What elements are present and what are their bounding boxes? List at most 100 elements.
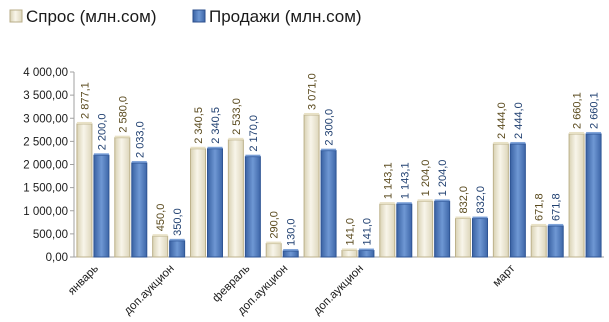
y-tick-label: 2 500,00: [23, 136, 68, 148]
bar-demand-top: [114, 135, 130, 138]
bar-demand-top: [417, 199, 433, 202]
bar-demand-top: [304, 112, 320, 115]
bar-demand: [417, 200, 434, 258]
value-label-demand: 2 580,0: [117, 96, 129, 133]
value-label-demand: 671,8: [534, 193, 546, 221]
value-label-sales: 2 033,0: [134, 121, 146, 158]
value-label-sales: 141,0: [361, 218, 373, 246]
value-label-sales: 1 143,1: [399, 162, 411, 199]
bar-sales-top: [93, 153, 109, 156]
bar-sales-top: [207, 146, 223, 149]
bar-demand: [341, 249, 358, 258]
bar-demand-top: [531, 223, 547, 226]
bar-sales-top: [169, 238, 185, 241]
bar-sales-top: [131, 160, 147, 163]
bar-sales: [244, 156, 261, 258]
bar-sales-top: [245, 154, 261, 157]
bar-demand-top: [190, 146, 206, 149]
bar-demand-top: [493, 141, 509, 144]
value-label-demand: 2 340,5: [193, 107, 205, 144]
bar-sales: [396, 203, 413, 258]
value-label-demand: 2 444,0: [496, 102, 508, 139]
bar-demand: [114, 137, 131, 258]
bar-demand: [303, 114, 320, 258]
y-tick-label: 0,00: [46, 252, 68, 264]
value-label-sales: 130,0: [286, 218, 298, 246]
y-tick-label: 2 000,00: [23, 160, 68, 172]
bar-demand-top: [455, 216, 471, 219]
value-label-demand: 1 204,0: [420, 160, 432, 197]
bar-demand-top: [341, 248, 357, 251]
y-tick-label: 4 000,00: [23, 67, 68, 79]
value-label-demand: 2 660,1: [572, 92, 584, 129]
bar-sales: [434, 200, 451, 258]
bar-sales-top: [434, 199, 450, 202]
legend: Спрос (млн.сом) Продажи (млн.сом): [9, 7, 362, 26]
bar-demand: [568, 133, 585, 258]
value-label-demand: 3 071,0: [307, 73, 319, 110]
y-axis-ticks: 0,00 500,00 1 000,00 1 500,00 2 000,00 2 500,…: [23, 67, 74, 264]
legend-swatch-demand: [9, 9, 23, 23]
bar-sales-top: [396, 202, 412, 205]
value-label-sales: 2 300,0: [324, 109, 336, 146]
value-label-demand: 2 877,1: [79, 82, 91, 119]
bar-demand: [227, 139, 244, 258]
bar-sales-top: [548, 223, 564, 226]
bar-demand-top: [228, 137, 244, 140]
x-category-label: январь: [66, 263, 101, 298]
y-tick-label: 500,00: [33, 229, 68, 241]
bar-demand: [190, 148, 206, 258]
bar-sales: [169, 240, 186, 258]
legend-swatch-sales: [192, 9, 206, 23]
value-label-demand: 450,0: [155, 204, 167, 232]
y-tick-label: 1 500,00: [23, 183, 68, 195]
value-label-demand: 2 533,0: [231, 98, 243, 135]
bar-sales: [358, 249, 375, 258]
value-label-sales: 2 340,5: [210, 107, 222, 144]
bar-sales-top: [510, 141, 526, 144]
x-category-label: доп.аукцион: [122, 263, 177, 318]
bar-demand-top: [76, 121, 92, 124]
bar-demand: [265, 243, 282, 258]
legend-label-demand: Спрос (млн.сом): [26, 7, 157, 26]
bar-sales: [207, 148, 223, 258]
bar-demand: [379, 203, 396, 258]
bar-demand-top: [569, 131, 585, 134]
value-label-demand: 141,0: [344, 218, 356, 246]
value-label-demand: 832,0: [458, 186, 470, 214]
bar-demand: [152, 235, 169, 258]
value-label-sales: 2 444,0: [513, 102, 525, 139]
bar-sales-top: [283, 248, 299, 251]
bar-demand: [530, 225, 547, 258]
value-label-sales: 671,8: [551, 193, 563, 221]
value-label-sales: 2 660,1: [589, 92, 601, 129]
value-label-demand: 1 143,1: [382, 162, 394, 199]
value-label-sales: 350,0: [172, 208, 184, 236]
bar-demand: [455, 218, 471, 258]
bar-demand: [76, 123, 93, 258]
bar-demand-top: [152, 234, 168, 237]
legend-label-sales: Продажи (млн.сом): [209, 7, 362, 26]
bar-sales-top: [472, 216, 488, 219]
bar-demand: [492, 143, 509, 258]
x-category-label: март: [491, 262, 518, 289]
y-tick-label: 1 000,00: [23, 206, 68, 218]
value-label-sales: 832,0: [475, 186, 487, 214]
value-label-sales: 2 170,0: [248, 115, 260, 152]
bar-sales: [320, 150, 337, 258]
bar-sales: [282, 250, 299, 258]
bar-demand-top: [266, 241, 282, 244]
bar-sales-top: [358, 248, 374, 251]
value-labels: 2 877,1 2 200,0 2 580,0 2 033,0 450,0 350,0 2 …: [79, 73, 600, 246]
bars: [76, 112, 602, 258]
x-category-label: доп.аукцион: [311, 263, 366, 318]
bar-sales-top: [586, 131, 602, 134]
y-tick-label: 3 500,00: [23, 90, 68, 102]
bar-sales: [131, 162, 148, 258]
value-label-demand: 290,0: [269, 211, 281, 239]
bar-sales-top: [321, 148, 337, 151]
bar-sales: [472, 218, 488, 258]
